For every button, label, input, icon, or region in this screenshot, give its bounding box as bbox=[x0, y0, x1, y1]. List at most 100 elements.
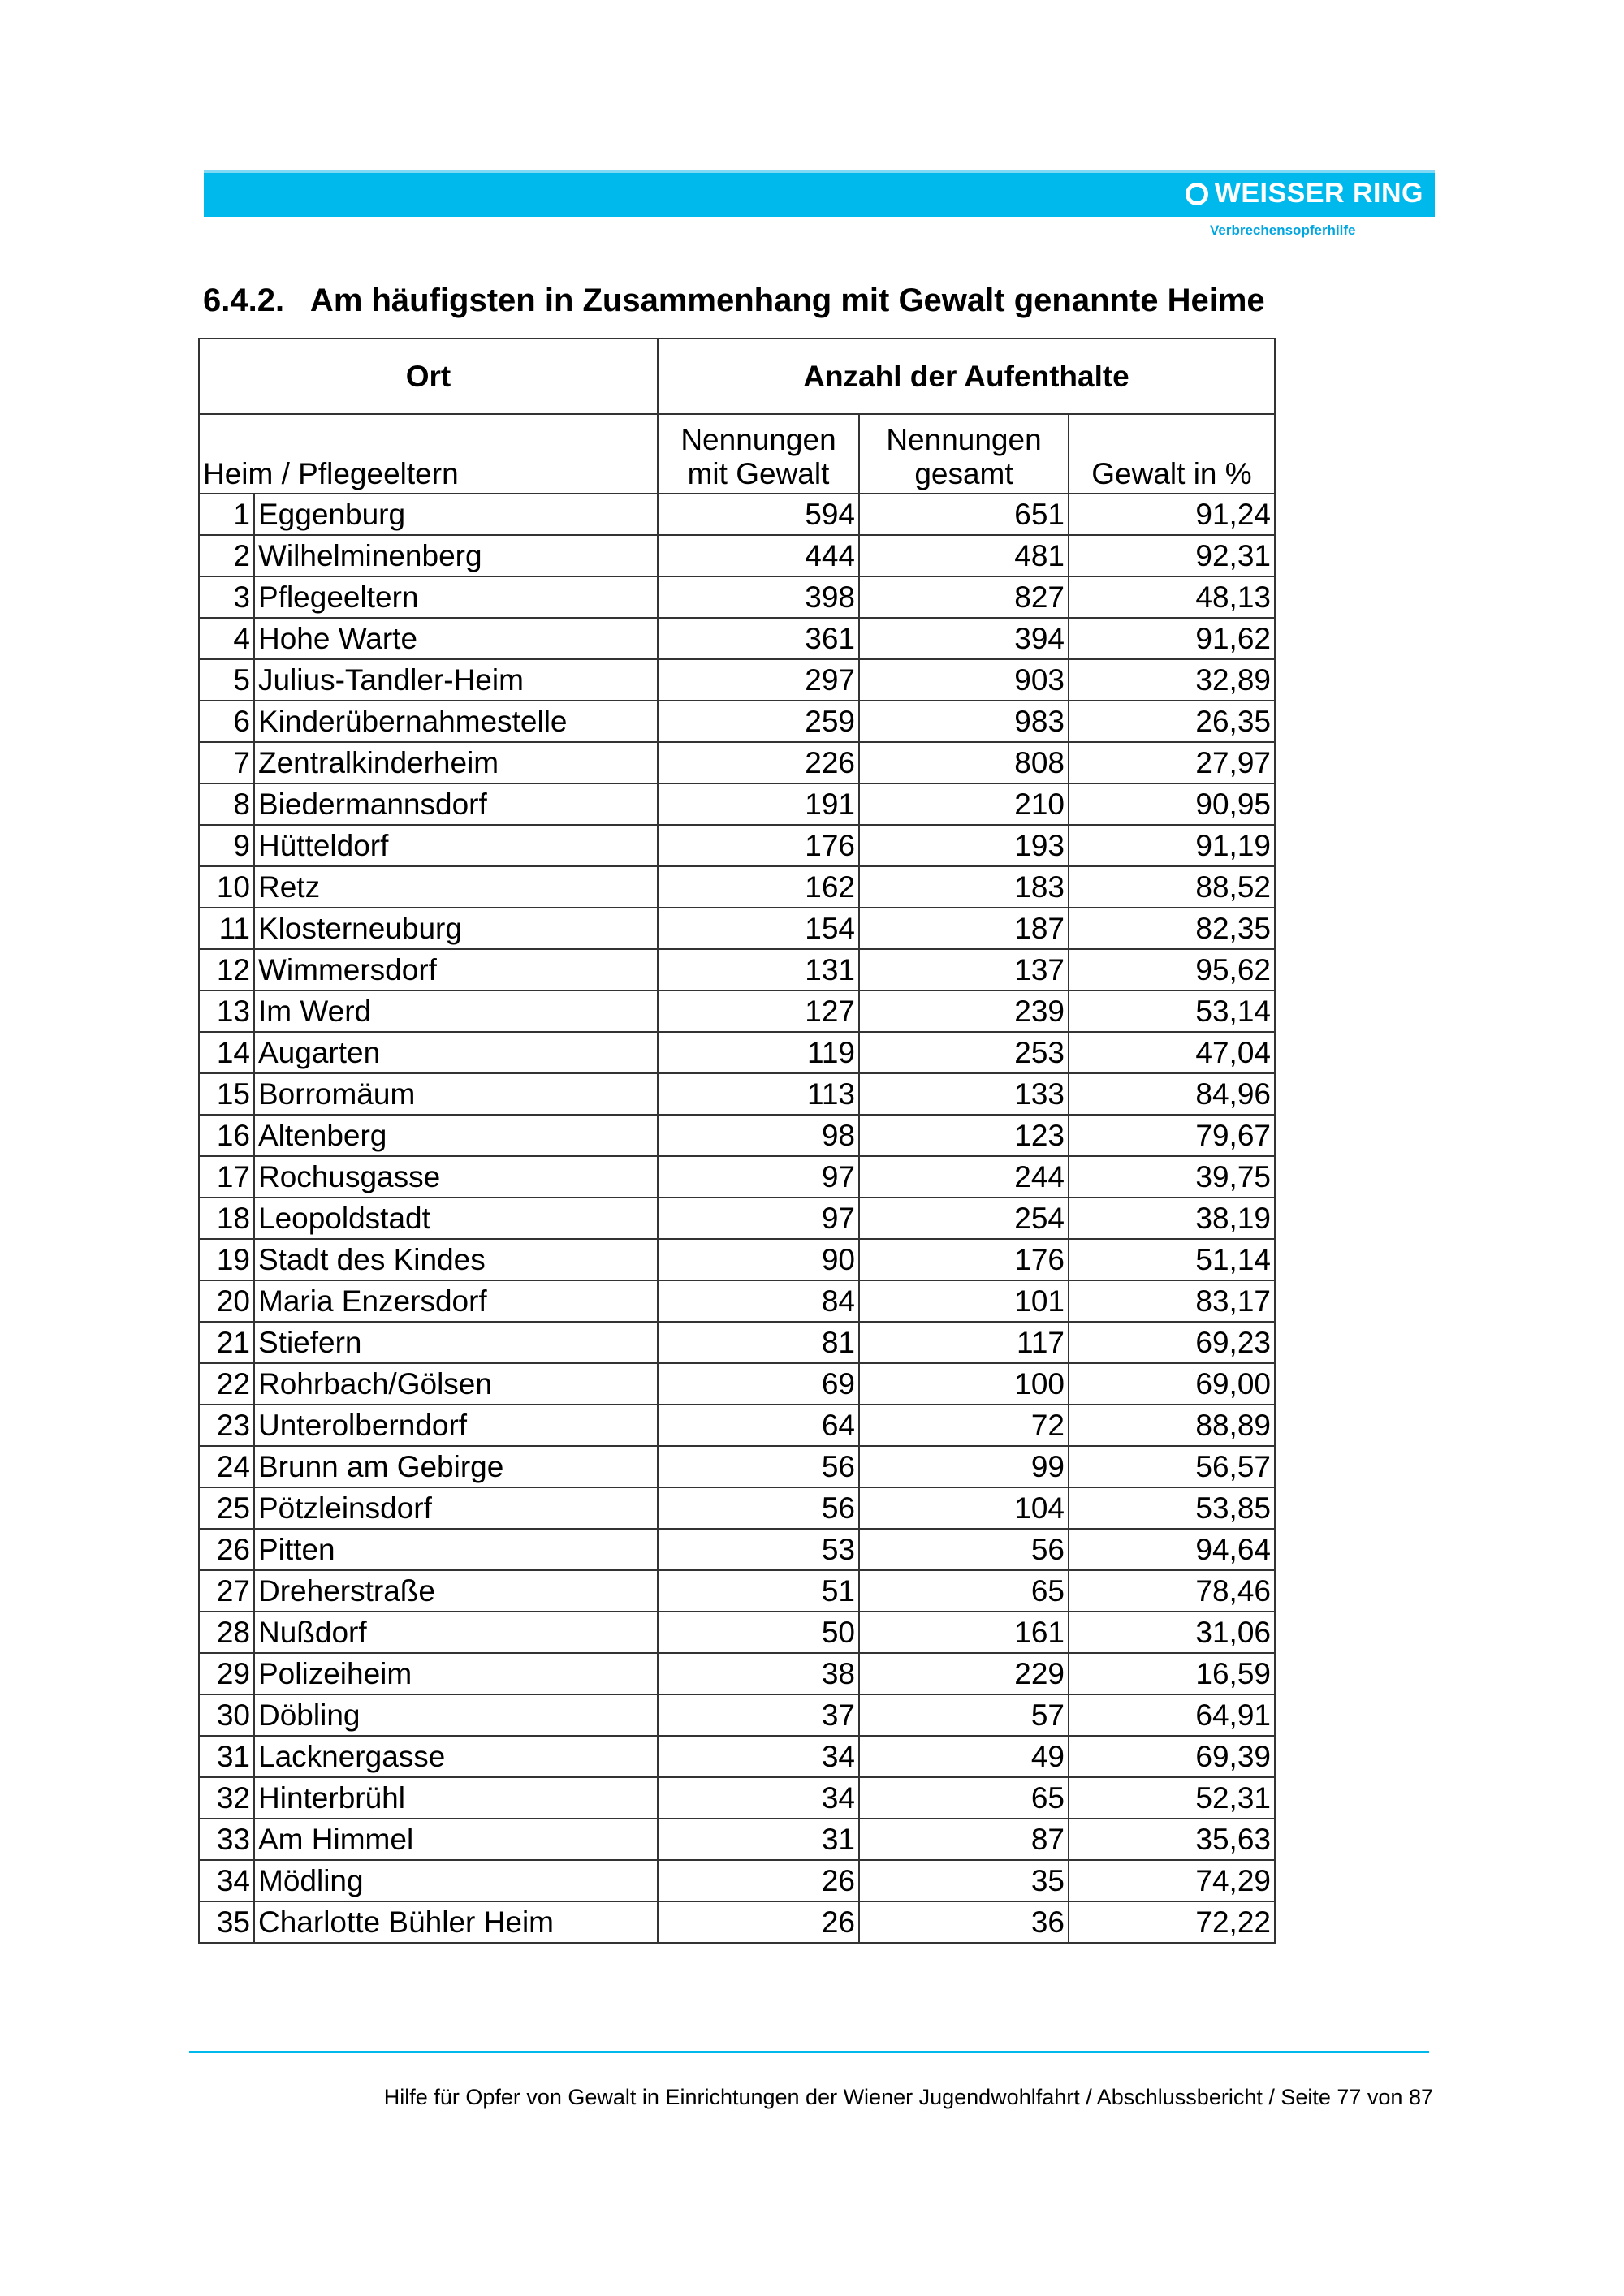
heim-name: Julius-Tandler-Heim bbox=[253, 658, 659, 701]
nennungen-mit-gewalt: 119 bbox=[657, 1031, 860, 1074]
gewalt-prozent: 53,14 bbox=[1068, 990, 1276, 1033]
nennungen-gesamt: 210 bbox=[858, 783, 1069, 826]
nennungen-gesamt: 193 bbox=[858, 824, 1069, 867]
table-row: 15 Borromäum 113 133 84,96 bbox=[198, 1072, 1276, 1116]
heim-name: Pötzleinsdorf bbox=[253, 1487, 659, 1530]
nennungen-gesamt: 65 bbox=[858, 1569, 1069, 1612]
heim-name: Rochusgasse bbox=[253, 1155, 659, 1198]
row-index: 30 bbox=[198, 1694, 255, 1737]
table-row: 7 Zentralkinderheim 226 808 27,97 bbox=[198, 741, 1276, 784]
gewalt-prozent: 91,62 bbox=[1068, 617, 1276, 660]
group-header-ort: Ort bbox=[198, 338, 659, 415]
gewalt-prozent: 51,14 bbox=[1068, 1238, 1276, 1281]
gewalt-prozent: 69,23 bbox=[1068, 1321, 1276, 1364]
row-index: 15 bbox=[198, 1072, 255, 1116]
logo: WEISSER RING bbox=[1185, 178, 1423, 209]
nennungen-gesamt: 176 bbox=[858, 1238, 1069, 1281]
nennungen-mit-gewalt: 97 bbox=[657, 1197, 860, 1240]
heim-name: Hinterbrühl bbox=[253, 1776, 659, 1819]
heim-name: Wimmersdorf bbox=[253, 948, 659, 991]
row-index: 5 bbox=[198, 658, 255, 701]
ring-icon bbox=[1185, 182, 1208, 205]
gewalt-prozent: 48,13 bbox=[1068, 576, 1276, 619]
table-row: 17 Rochusgasse 97 244 39,75 bbox=[198, 1155, 1276, 1198]
nennungen-gesamt: 72 bbox=[858, 1404, 1069, 1447]
table-row: 10 Retz 162 183 88,52 bbox=[198, 865, 1276, 908]
row-index: 32 bbox=[198, 1776, 255, 1819]
table-row: 28 Nußdorf 50 161 31,06 bbox=[198, 1611, 1276, 1654]
heim-name: Eggenburg bbox=[253, 493, 659, 536]
table-row: 30 Döbling 37 57 64,91 bbox=[198, 1694, 1276, 1737]
heim-name: Klosterneuburg bbox=[253, 907, 659, 950]
table-row: 24 Brunn am Gebirge 56 99 56,57 bbox=[198, 1445, 1276, 1488]
table-row: 20 Maria Enzersdorf 84 101 83,17 bbox=[198, 1280, 1276, 1323]
gewalt-prozent: 32,89 bbox=[1068, 658, 1276, 701]
table-row: 13 Im Werd 127 239 53,14 bbox=[198, 990, 1276, 1033]
nennungen-gesamt: 187 bbox=[858, 907, 1069, 950]
nennungen-gesamt: 101 bbox=[858, 1280, 1069, 1323]
group-header-anzahl: Anzahl der Aufenthalte bbox=[657, 338, 1276, 415]
nennungen-gesamt: 65 bbox=[858, 1776, 1069, 1819]
gewalt-prozent: 56,57 bbox=[1068, 1445, 1276, 1488]
gewalt-prozent: 92,31 bbox=[1068, 534, 1276, 577]
nennungen-mit-gewalt: 444 bbox=[657, 534, 860, 577]
nennungen-mit-gewalt: 98 bbox=[657, 1114, 860, 1157]
heim-name: Retz bbox=[253, 865, 659, 908]
heim-name: Biedermannsdorf bbox=[253, 783, 659, 826]
gewalt-prozent: 72,22 bbox=[1068, 1901, 1276, 1944]
header-banner: WEISSER RING bbox=[204, 170, 1435, 217]
gewalt-prozent: 39,75 bbox=[1068, 1155, 1276, 1198]
table-row: 26 Pitten 53 56 94,64 bbox=[198, 1528, 1276, 1571]
nennungen-gesamt: 87 bbox=[858, 1818, 1069, 1861]
table-row: 22 Rohrbach/Gölsen 69 100 69,00 bbox=[198, 1362, 1276, 1405]
nennungen-gesamt: 253 bbox=[858, 1031, 1069, 1074]
table-row: 23 Unterolberndorf 64 72 88,89 bbox=[198, 1404, 1276, 1447]
gewalt-prozent: 69,00 bbox=[1068, 1362, 1276, 1405]
gewalt-prozent: 88,89 bbox=[1068, 1404, 1276, 1447]
col-header-prozent: Gewalt in % bbox=[1068, 413, 1276, 494]
nennungen-gesamt: 56 bbox=[858, 1528, 1069, 1571]
heim-name: Borromäum bbox=[253, 1072, 659, 1116]
row-index: 11 bbox=[198, 907, 255, 950]
heim-name: Nußdorf bbox=[253, 1611, 659, 1654]
nennungen-mit-gewalt: 37 bbox=[657, 1694, 860, 1737]
logo-text: WEISSER RING bbox=[1214, 178, 1423, 209]
nennungen-gesamt: 36 bbox=[858, 1901, 1069, 1944]
heim-name: Am Himmel bbox=[253, 1818, 659, 1861]
nennungen-mit-gewalt: 69 bbox=[657, 1362, 860, 1405]
row-index: 24 bbox=[198, 1445, 255, 1488]
row-index: 9 bbox=[198, 824, 255, 867]
gewalt-prozent: 78,46 bbox=[1068, 1569, 1276, 1612]
nennungen-mit-gewalt: 53 bbox=[657, 1528, 860, 1571]
table-row: 4 Hohe Warte 361 394 91,62 bbox=[198, 617, 1276, 660]
row-index: 25 bbox=[198, 1487, 255, 1530]
gewalt-prozent: 31,06 bbox=[1068, 1611, 1276, 1654]
nennungen-gesamt: 104 bbox=[858, 1487, 1069, 1530]
nennungen-gesamt: 827 bbox=[858, 576, 1069, 619]
nennungen-mit-gewalt: 84 bbox=[657, 1280, 860, 1323]
gewalt-prozent: 47,04 bbox=[1068, 1031, 1276, 1074]
gewalt-prozent: 27,97 bbox=[1068, 741, 1276, 784]
row-index: 2 bbox=[198, 534, 255, 577]
nennungen-mit-gewalt: 398 bbox=[657, 576, 860, 619]
gewalt-prozent: 88,52 bbox=[1068, 865, 1276, 908]
heim-name: Charlotte Bühler Heim bbox=[253, 1901, 659, 1944]
logo-tagline: Verbrechensopferhilfe bbox=[1210, 222, 1356, 238]
row-index: 27 bbox=[198, 1569, 255, 1612]
row-index: 20 bbox=[198, 1280, 255, 1323]
nennungen-mit-gewalt: 38 bbox=[657, 1652, 860, 1695]
data-table: Ort Anzahl der Aufenthalte Heim / Pflege… bbox=[198, 338, 1276, 1944]
table-row: 5 Julius-Tandler-Heim 297 903 32,89 bbox=[198, 658, 1276, 701]
nennungen-gesamt: 117 bbox=[858, 1321, 1069, 1364]
nennungen-gesamt: 808 bbox=[858, 741, 1069, 784]
gewalt-prozent: 35,63 bbox=[1068, 1818, 1276, 1861]
heim-name: Dreherstraße bbox=[253, 1569, 659, 1612]
nennungen-mit-gewalt: 162 bbox=[657, 865, 860, 908]
row-index: 34 bbox=[198, 1859, 255, 1902]
nennungen-mit-gewalt: 113 bbox=[657, 1072, 860, 1116]
nennungen-mit-gewalt: 97 bbox=[657, 1155, 860, 1198]
row-index: 17 bbox=[198, 1155, 255, 1198]
section-title: 6.4.2. Am häufigsten in Zusammenhang mit… bbox=[203, 283, 1265, 318]
heim-name: Mödling bbox=[253, 1859, 659, 1902]
heim-name: Zentralkinderheim bbox=[253, 741, 659, 784]
